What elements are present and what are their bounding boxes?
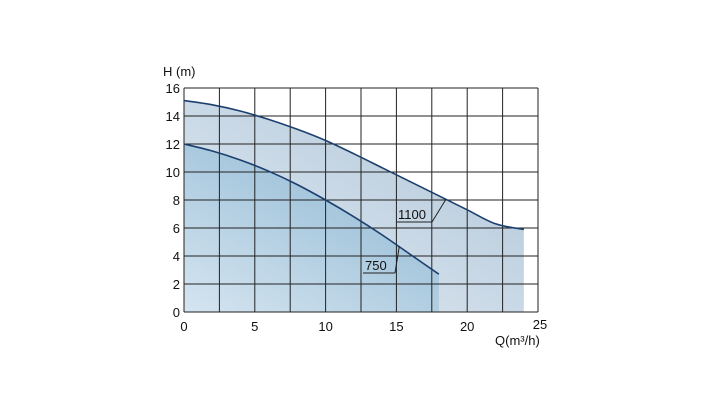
y-tick-label: 12 [166, 137, 180, 152]
y-axis-ticks: 0 2 4 6 8 10 12 14 16 [166, 81, 180, 320]
x-tick-label: 10 [318, 319, 332, 334]
series-label-leader [394, 246, 400, 274]
x-tick-label: 20 [460, 319, 474, 334]
y-tick-label: 16 [166, 81, 180, 96]
series-labels: 1100 750 [363, 199, 447, 274]
y-tick-label: 0 [173, 305, 180, 320]
series-label-750: 750 [365, 258, 387, 273]
y-tick-label: 8 [173, 193, 180, 208]
series-lines [183, 99, 524, 275]
y-tick-label: 2 [173, 277, 180, 292]
y-tick-label: 4 [173, 249, 180, 264]
x-tick-label: 5 [251, 319, 258, 334]
series-line-1100 [183, 99, 524, 231]
series-areas [184, 100, 524, 312]
series-line-750 [183, 143, 440, 275]
y-axis-title: H (m) [163, 64, 196, 79]
grid-lines [183, 87, 539, 313]
x-tick-label: 25 [533, 317, 547, 332]
y-tick-label: 10 [166, 165, 180, 180]
y-tick-label: 6 [173, 221, 180, 236]
x-tick-label: 0 [180, 319, 187, 334]
series-label-1100: 1100 [398, 207, 426, 222]
x-tick-label: 15 [389, 319, 403, 334]
x-axis-title: Q(m³/h) [495, 333, 540, 348]
y-tick-label: 14 [166, 109, 180, 124]
x-axis-ticks: 0 5 10 15 20 25 [180, 317, 547, 334]
series-label-leader [431, 199, 447, 223]
